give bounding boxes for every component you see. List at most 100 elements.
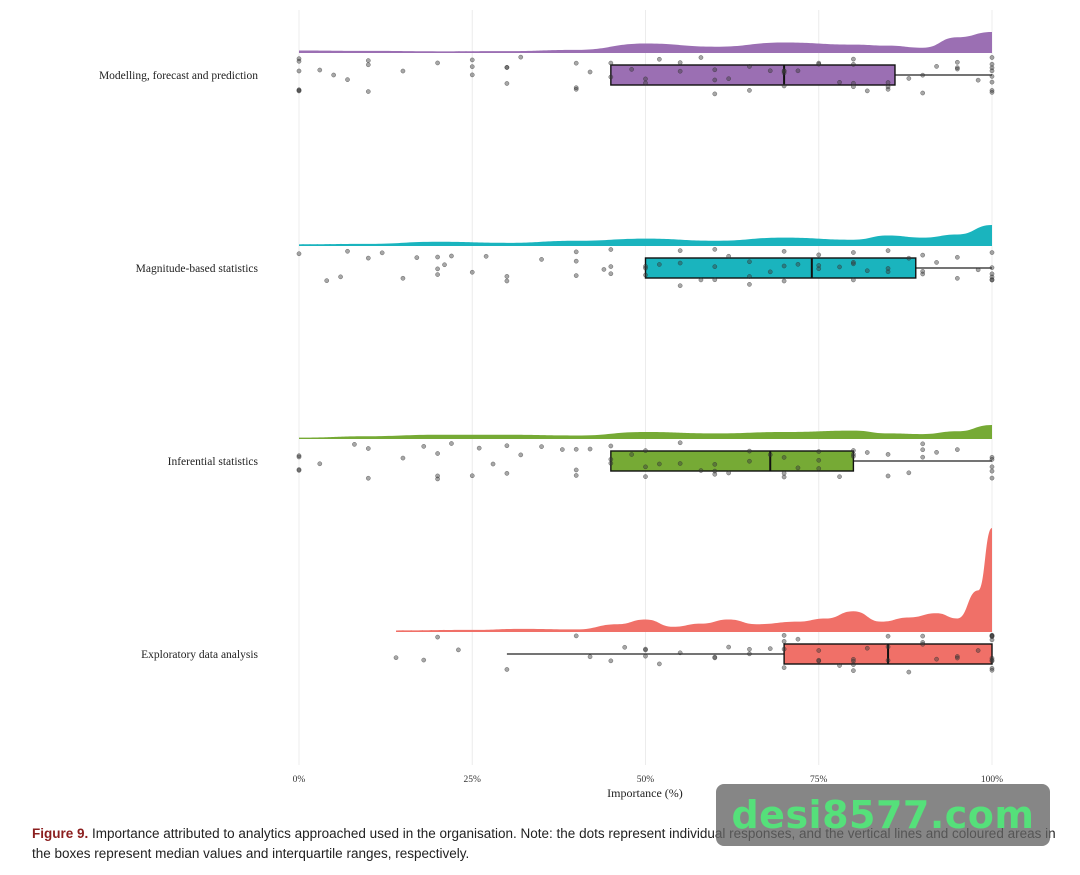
data-point (906, 255, 912, 261)
category-label: Exploratory data analysis (141, 649, 258, 661)
data-point (726, 470, 732, 476)
data-point (608, 443, 614, 449)
data-point (345, 77, 350, 82)
data-point (352, 442, 357, 447)
data-point (747, 282, 752, 287)
data-point (573, 60, 579, 66)
data-point (643, 272, 648, 278)
data-point (296, 467, 302, 472)
data-point (885, 84, 891, 90)
data-point (851, 56, 856, 62)
data-point (837, 663, 842, 668)
data-point (712, 655, 718, 661)
data-point (816, 449, 822, 454)
data-point (955, 59, 960, 65)
data-point (920, 72, 926, 78)
data-point (504, 470, 510, 476)
data-point (442, 262, 447, 268)
data-point (365, 89, 371, 94)
data-point (781, 665, 787, 671)
data-point (677, 60, 683, 65)
data-point (816, 60, 822, 66)
data-point (435, 254, 440, 260)
data-point (296, 453, 302, 459)
data-point (864, 88, 870, 94)
data-point (989, 68, 995, 74)
data-point (955, 655, 960, 661)
data-point (365, 62, 371, 68)
data-point (851, 261, 856, 267)
data-point (851, 62, 856, 67)
data-point (767, 452, 773, 458)
density-cloud (396, 528, 992, 632)
data-point (989, 468, 995, 474)
data-point (712, 91, 718, 97)
data-point (677, 461, 683, 466)
data-point (643, 80, 648, 86)
data-point (975, 648, 981, 653)
data-point (851, 668, 856, 673)
data-point (989, 90, 995, 95)
data-point (504, 667, 510, 672)
data-point (816, 648, 822, 653)
data-point (975, 77, 981, 83)
data-point (920, 447, 926, 453)
data-point (726, 76, 732, 82)
data-point (573, 249, 579, 255)
data-point (324, 278, 330, 284)
data-point (712, 468, 718, 474)
data-point (747, 448, 752, 454)
data-point (864, 645, 870, 651)
data-point (338, 274, 343, 280)
category-label: Magnitude-based statistics (136, 263, 259, 275)
data-point (677, 248, 683, 253)
data-point (712, 471, 718, 477)
data-point (781, 474, 787, 480)
data-point (767, 68, 773, 74)
data-point (677, 283, 683, 289)
data-point (365, 475, 371, 481)
data-point (906, 470, 912, 476)
data-point (816, 457, 822, 463)
data-point (795, 68, 801, 74)
data-point (629, 67, 634, 72)
data-point (400, 275, 406, 281)
density-cloud (299, 425, 992, 439)
data-point (837, 474, 842, 480)
data-point (393, 655, 399, 661)
data-point (643, 448, 648, 453)
data-point (573, 633, 579, 639)
data-point (885, 644, 891, 650)
data-point (296, 58, 302, 64)
data-point (657, 461, 662, 467)
data-point (955, 65, 960, 71)
data-point (712, 277, 718, 283)
data-point (698, 468, 704, 473)
watermark: desi8577.com (716, 784, 1050, 846)
data-point (622, 644, 628, 650)
data-point (989, 61, 995, 67)
data-point (608, 60, 614, 66)
data-point (587, 654, 593, 660)
data-point (816, 466, 822, 471)
data-point (490, 461, 496, 467)
data-point (726, 644, 732, 650)
data-point (712, 461, 718, 467)
data-point (657, 56, 662, 62)
data-point (934, 656, 939, 662)
data-point (601, 267, 607, 272)
data-point (643, 76, 648, 82)
data-point (955, 275, 960, 281)
data-point (955, 66, 960, 72)
data-point (476, 445, 482, 451)
data-point (449, 253, 454, 259)
data-point (712, 77, 718, 83)
category-label: Modelling, forecast and prediction (99, 70, 258, 82)
data-point (851, 656, 856, 662)
density-cloud (299, 32, 992, 53)
data-point (400, 68, 406, 74)
data-point (712, 246, 718, 252)
density-cloud (299, 225, 992, 246)
data-point (795, 261, 801, 267)
data-point (698, 277, 704, 283)
